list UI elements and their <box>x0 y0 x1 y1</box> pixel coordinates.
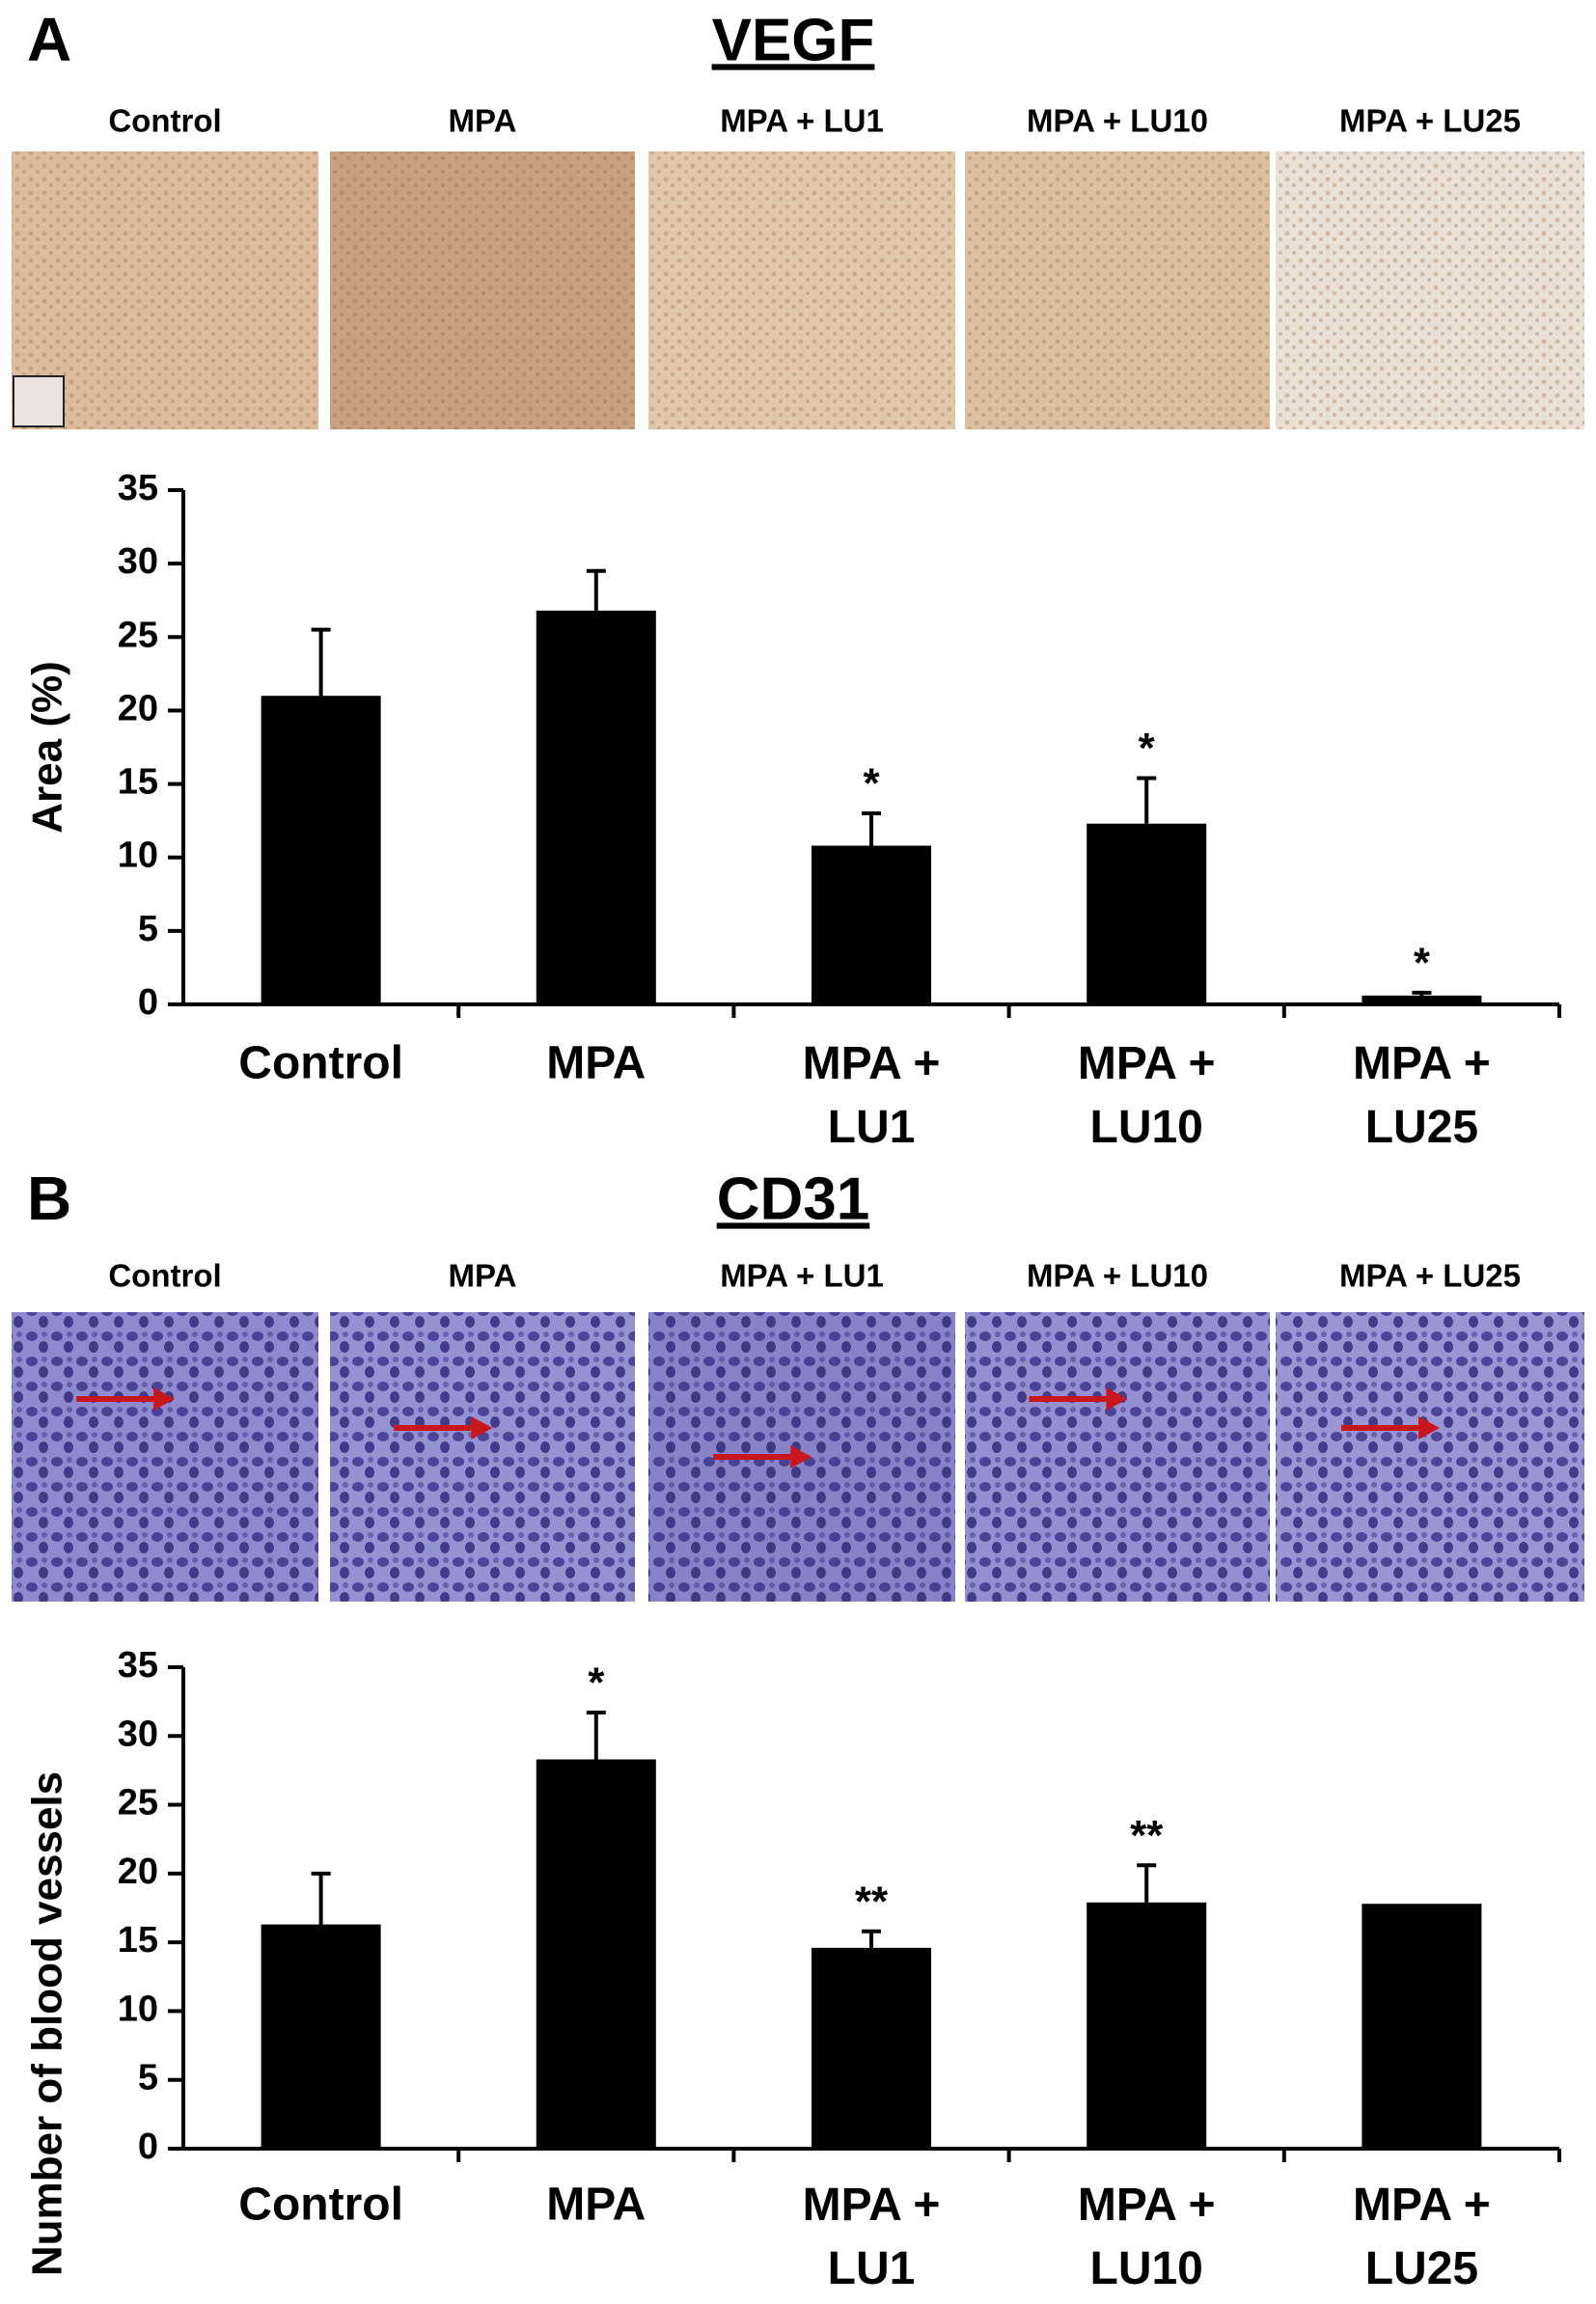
y-axis-label: Area (%) <box>24 661 71 834</box>
significance: * <box>1139 725 1156 772</box>
y-tick-label: 10 <box>118 1989 158 2029</box>
y-axis-label: Number of blood vessels <box>24 1771 71 2276</box>
bar <box>1362 1904 1482 2149</box>
y-tick-label: 10 <box>118 836 158 876</box>
x-tick-label: MPA + LU10 <box>1078 1038 1216 1153</box>
x-tick-label: MPA + LU25 <box>1353 1038 1491 1153</box>
significance: * <box>588 1659 605 1707</box>
y-tick-label: 15 <box>118 1920 158 1961</box>
inset <box>13 375 65 427</box>
significance: * <box>1414 939 1431 986</box>
panel-label: A <box>27 5 71 74</box>
image-label: MPA <box>449 1258 517 1294</box>
bar <box>536 1759 656 2149</box>
bar <box>812 845 931 1004</box>
x-tick-label: MPA + LU1 <box>803 2180 941 2294</box>
image-label: MPA + LU10 <box>1027 103 1208 139</box>
arrow-head <box>1418 1416 1440 1440</box>
x-tick-label: MPA + LU25 <box>1353 2180 1491 2294</box>
panel-title: VEGF <box>712 7 875 73</box>
arrow-head <box>153 1387 176 1411</box>
y-tick-label: 5 <box>138 2058 158 2098</box>
image-label: MPA <box>449 103 517 139</box>
significance: ** <box>855 1878 889 1925</box>
x-tick-label: Control <box>238 2180 403 2231</box>
x-tick-label: MPA <box>546 2180 646 2231</box>
y-tick-label: 25 <box>118 1783 158 1824</box>
bar <box>1087 823 1207 1004</box>
y-tick-label: 15 <box>118 762 158 803</box>
y-tick-label: 20 <box>118 688 158 728</box>
y-tick-label: 20 <box>118 1851 158 1892</box>
significance: * <box>863 760 880 808</box>
image-label: MPA + LU10 <box>1027 1258 1208 1294</box>
image-label: Control <box>108 103 221 139</box>
arrow-head <box>471 1416 493 1440</box>
y-tick-label: 35 <box>118 1645 158 1686</box>
image-label: MPA + LU1 <box>720 1258 884 1294</box>
significance: ** <box>1130 1812 1164 1859</box>
bar <box>1362 995 1482 1004</box>
x-tick-label: Control <box>238 1038 403 1089</box>
y-tick-label: 25 <box>118 615 158 655</box>
bar <box>261 696 381 1004</box>
x-tick-label: MPA <box>546 1038 646 1089</box>
image-label: MPA + LU25 <box>1339 103 1521 139</box>
y-tick-label: 35 <box>118 468 158 508</box>
y-tick-label: 30 <box>118 1714 158 1754</box>
image-label: MPA + LU1 <box>720 103 884 139</box>
bar <box>812 1947 931 2149</box>
x-tick-label: MPA + LU10 <box>1078 2180 1216 2294</box>
micrograph-texture <box>965 1312 1270 1602</box>
micrograph-texture <box>330 151 635 429</box>
y-tick-label: 30 <box>118 541 158 582</box>
panel-title: CD31 <box>717 1166 870 1232</box>
micrograph-texture <box>330 1312 635 1602</box>
bar <box>1087 1902 1207 2149</box>
micrograph-texture <box>648 151 955 429</box>
image-label: MPA + LU25 <box>1339 1258 1521 1294</box>
arrow-head <box>1106 1387 1128 1411</box>
micrograph-texture <box>1276 1312 1584 1602</box>
x-tick-label: MPA + LU1 <box>803 1038 941 1153</box>
micrograph-texture <box>1276 151 1584 429</box>
micrograph-texture <box>12 1312 318 1602</box>
micrograph-texture <box>965 151 1270 429</box>
image-label: Control <box>108 1258 221 1294</box>
arrow-head <box>790 1445 812 1468</box>
panel-label: B <box>27 1164 71 1233</box>
bar <box>261 1924 381 2149</box>
y-tick-label: 5 <box>138 909 158 949</box>
y-tick-label: 0 <box>138 2126 158 2167</box>
bar <box>536 610 656 1004</box>
y-tick-label: 0 <box>138 982 158 1023</box>
